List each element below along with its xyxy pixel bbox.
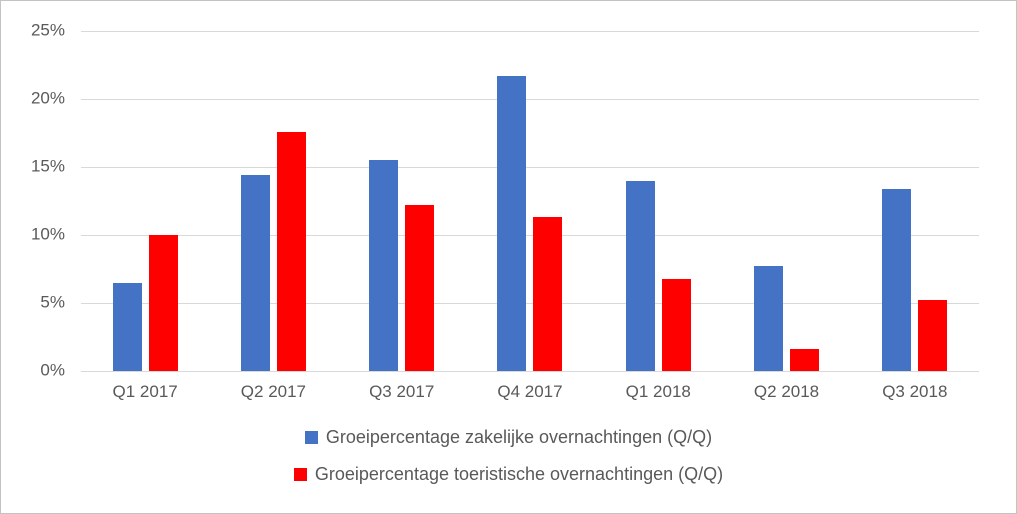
bar [405, 205, 435, 371]
bar [882, 188, 912, 371]
bar [754, 266, 784, 371]
gridline [81, 98, 979, 100]
gridline [81, 30, 979, 32]
x-axis-tick-label: Q2 2017 [240, 382, 307, 401]
legend-label: Groeipercentage toeristische overnachtin… [314, 464, 724, 484]
bar-group [722, 31, 850, 371]
gridline [81, 302, 979, 304]
legend-label: Groeipercentage zakelijke overnachtingen… [325, 427, 713, 447]
y-axis-tick-label: 10% [30, 224, 65, 244]
bar [276, 131, 306, 371]
legend-item: Groeipercentage zakelijke overnachtingen… [304, 427, 713, 448]
bar-group [466, 31, 594, 371]
bar [148, 235, 178, 371]
gridline [81, 166, 979, 168]
bar [240, 175, 270, 371]
plot-area [81, 30, 979, 372]
bar [661, 278, 691, 371]
x-axis-tick-label: Q1 2018 [625, 382, 691, 401]
y-axis-tick-label: 0% [40, 360, 65, 380]
y-axis-tick-label: 5% [40, 292, 65, 312]
x-axis-tick-label: Q2 2018 [753, 382, 820, 401]
y-axis-tick-label: 25% [30, 20, 65, 40]
bar-groups [81, 31, 979, 371]
bar [918, 300, 948, 371]
bar-group [209, 31, 337, 371]
bar [625, 180, 655, 371]
bar [533, 217, 563, 371]
legend-swatch-icon [293, 468, 307, 481]
bar [112, 282, 142, 371]
x-axis-tick-label: Q1 2017 [112, 382, 178, 401]
y-axis-tick-label: 20% [30, 88, 65, 108]
bar [790, 349, 820, 371]
bar-group [594, 31, 722, 371]
x-axis-tick-label: Q3 2017 [369, 382, 435, 401]
bar [369, 160, 399, 371]
x-axis: Q1 2017 Q2 2017 Q3 2017 Q4 2017 Q1 2018 Q2 20… [81, 382, 979, 402]
gridline [81, 370, 979, 372]
x-axis-tick-label: Q4 2017 [497, 382, 563, 401]
legend: Groeipercentage zakelijke overnachtingen… [1, 427, 1016, 485]
legend-item: Groeipercentage toeristische overnachtin… [293, 464, 724, 485]
bar-group [81, 31, 209, 371]
x-axis-tick-label: Q3 2018 [882, 382, 948, 401]
bar-group [851, 31, 979, 371]
bar [497, 75, 527, 371]
gridline [81, 234, 979, 236]
bar-group [338, 31, 466, 371]
legend-swatch-icon [304, 431, 318, 444]
y-axis: 0% 5% 10% 15% 20% 25% [1, 21, 65, 380]
y-axis-tick-label: 15% [30, 156, 65, 176]
